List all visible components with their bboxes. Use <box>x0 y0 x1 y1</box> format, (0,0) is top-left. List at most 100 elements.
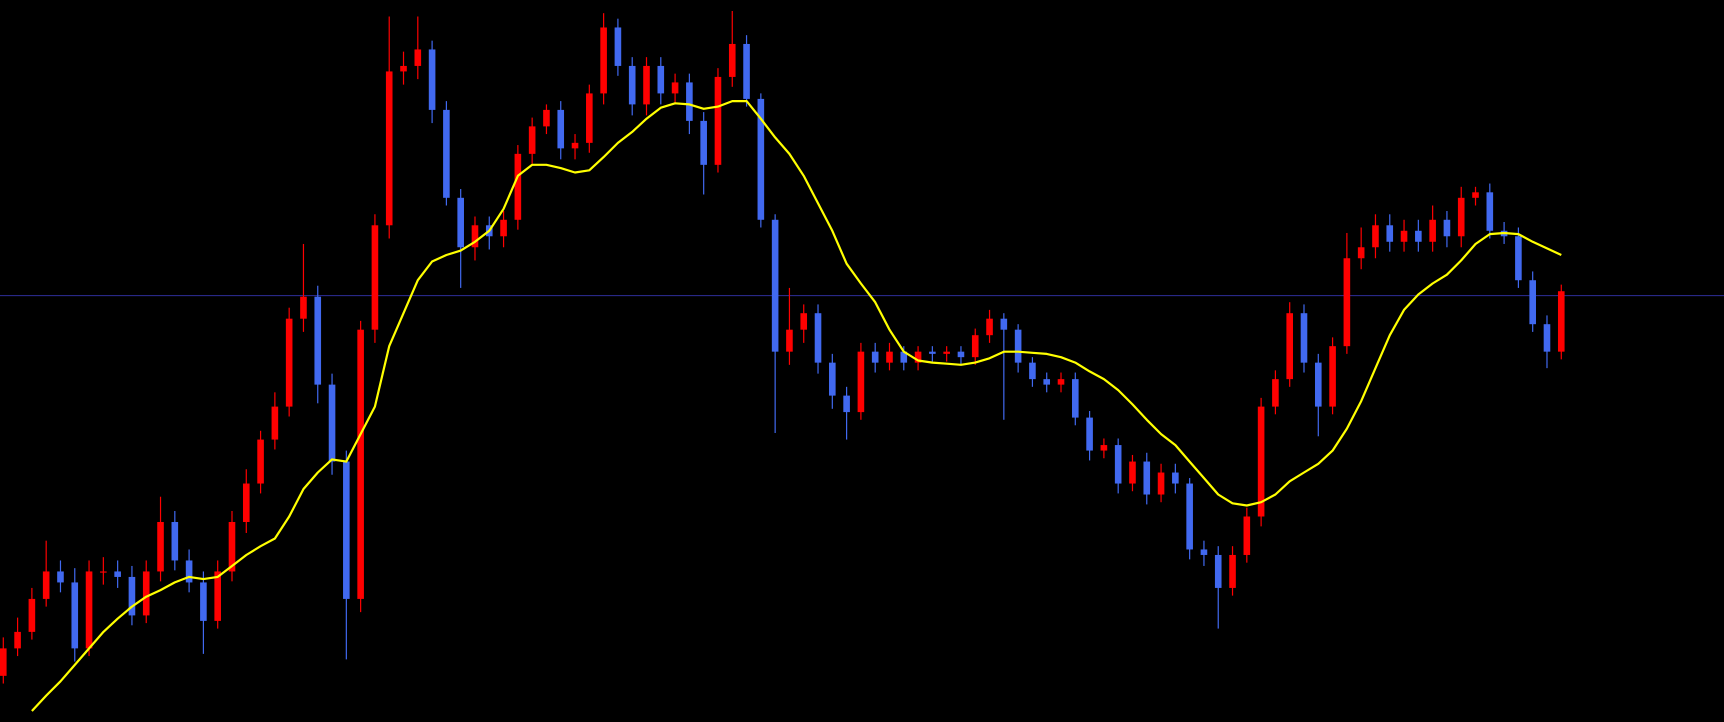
candle-body <box>214 571 221 621</box>
candle-body <box>314 296 322 385</box>
candle-body <box>343 461 350 599</box>
candle-body <box>200 582 207 621</box>
candle-body <box>1143 461 1151 495</box>
candle-body <box>771 219 779 352</box>
candle-body <box>1429 219 1436 242</box>
candle-body <box>71 582 79 649</box>
candle-body <box>1386 225 1394 242</box>
candle-body <box>1372 225 1379 248</box>
candle-body <box>943 351 950 354</box>
candle-body <box>557 109 565 149</box>
candle-body <box>1000 318 1008 330</box>
candle-body <box>1186 483 1193 550</box>
candle-body <box>1443 219 1451 237</box>
candle-body <box>914 351 922 363</box>
candle-body <box>1543 324 1551 352</box>
candle-body <box>242 483 250 522</box>
candle-body <box>1272 379 1279 407</box>
candle-body <box>1400 230 1408 242</box>
candle-body <box>1157 472 1165 495</box>
candle-body <box>471 225 479 248</box>
candle-body <box>600 27 607 94</box>
candle-body <box>1314 362 1322 407</box>
candle-body <box>0 648 7 676</box>
candle-body <box>257 439 264 484</box>
candle-body <box>1200 549 1208 555</box>
candle-body <box>857 351 865 413</box>
candle-body <box>1229 554 1236 588</box>
candle-body <box>1014 329 1022 363</box>
candle-body <box>1214 554 1222 588</box>
candle-body <box>843 395 850 413</box>
candle-body <box>571 142 579 149</box>
candle-body <box>1172 472 1179 484</box>
candle-body <box>271 406 279 440</box>
candle-body <box>371 225 379 330</box>
candle-body <box>1300 313 1308 363</box>
candle-body <box>328 384 336 462</box>
candle-body <box>1557 291 1565 352</box>
candle-body <box>114 571 121 577</box>
candle-body <box>1286 313 1294 380</box>
candle-body <box>1329 346 1336 407</box>
candle-body <box>514 153 522 220</box>
candle-body <box>643 65 650 105</box>
candle-body <box>1100 445 1108 451</box>
candle-body <box>171 521 179 561</box>
candle-body <box>385 71 393 226</box>
candle-body <box>657 65 665 94</box>
candle-body <box>1243 516 1251 555</box>
candle-body <box>1486 192 1494 231</box>
candle-body <box>957 351 965 358</box>
candle-body <box>871 351 879 363</box>
candle-body <box>1257 406 1265 517</box>
candle-body <box>1457 197 1465 237</box>
candle-body <box>457 197 464 248</box>
candle-body <box>443 109 450 198</box>
candle-body <box>300 296 307 319</box>
candle-body <box>1072 379 1079 418</box>
candle-body <box>714 76 722 165</box>
candle-body <box>1114 445 1122 484</box>
candle-body <box>528 126 536 154</box>
candle-body <box>543 109 550 127</box>
candle-body <box>1515 236 1522 281</box>
candle-body <box>986 318 993 336</box>
candle-body <box>671 82 679 94</box>
candle-body <box>886 351 893 363</box>
moving-average-line <box>31 100 1562 712</box>
candle-body <box>1029 362 1036 380</box>
candle-body <box>357 329 364 599</box>
candle-body <box>814 313 822 363</box>
candle-body <box>42 571 50 599</box>
candle-body <box>614 27 622 66</box>
candle-body <box>414 49 422 66</box>
candle-body <box>700 120 707 165</box>
candle-body <box>1343 258 1351 347</box>
candle-body <box>1472 192 1479 198</box>
candle-body <box>57 571 64 583</box>
candle-body <box>1086 417 1093 451</box>
candle-body <box>1057 379 1065 385</box>
candle-body <box>757 98 765 220</box>
candle-body <box>500 219 507 237</box>
candle-body <box>686 82 693 121</box>
candle-body <box>1043 379 1051 385</box>
candle-body <box>628 65 636 105</box>
candle-body <box>1415 230 1422 242</box>
candle-body <box>142 571 150 616</box>
candle-body <box>28 598 36 632</box>
candle-body <box>85 571 93 649</box>
candle-body <box>1529 280 1536 325</box>
candle-body <box>128 576 136 616</box>
candle-body <box>1357 247 1365 259</box>
candle-body <box>14 631 21 649</box>
candle-body <box>586 93 593 143</box>
candle-body <box>185 560 193 583</box>
candle-body <box>743 43 750 99</box>
candle-body <box>829 362 836 396</box>
candle-body <box>1129 461 1136 484</box>
candle-body <box>157 521 164 572</box>
